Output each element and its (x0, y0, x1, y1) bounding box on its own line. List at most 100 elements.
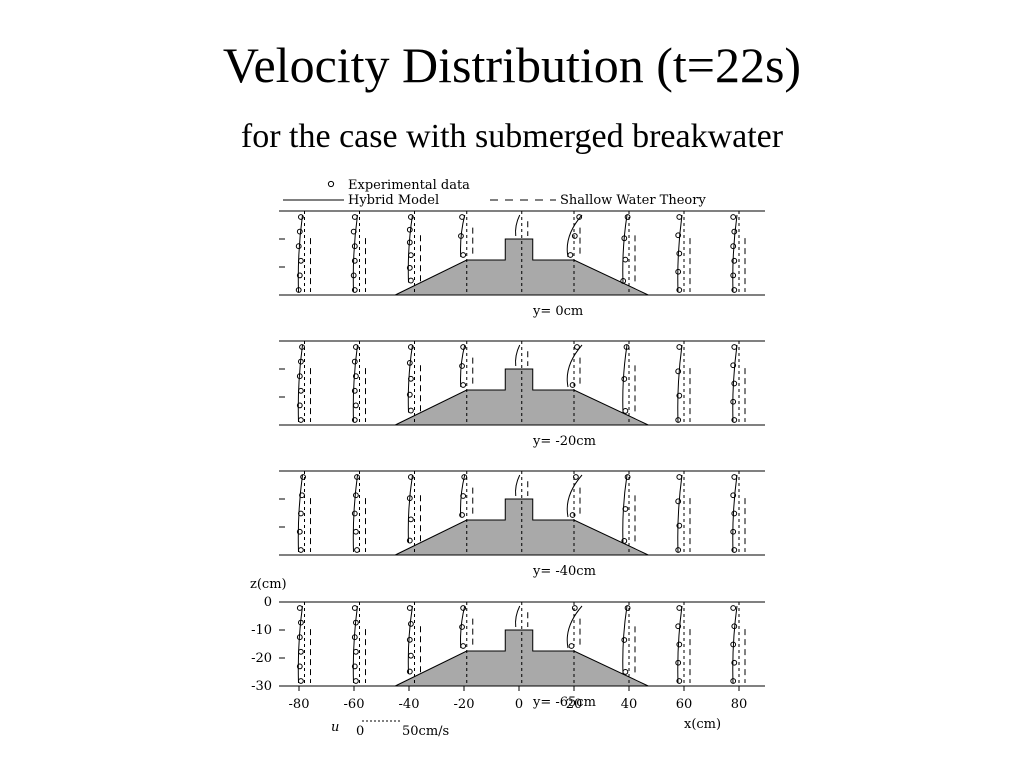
experimental-point (675, 498, 682, 505)
x-tick-label: 0 (515, 697, 523, 712)
experimental-point (353, 678, 359, 684)
experimental-point (621, 235, 628, 242)
experimental-point (730, 398, 737, 405)
experimental-point (576, 214, 583, 220)
experimental-point (620, 278, 627, 284)
experimental-point (406, 359, 413, 366)
experimental-point (353, 344, 359, 350)
hybrid-model-curve (677, 605, 683, 684)
experimental-point (351, 634, 358, 641)
hybrid-model-curve (460, 214, 466, 258)
panels-group: y= 0cm y= -20cm y= -40cm y= -65cm 0 -10 -20 -30… (251, 210, 765, 712)
experimental-point (731, 287, 738, 293)
experimental-point (623, 344, 630, 350)
experimental-point (730, 528, 737, 535)
hybrid-model-curve (622, 605, 628, 674)
experimental-point (461, 474, 468, 480)
experimental-point (406, 264, 413, 271)
hybrid-model-curve (677, 214, 683, 293)
legend-marker-experimental (327, 180, 335, 188)
hybrid-model-curve (297, 214, 303, 293)
experimental-point (351, 663, 358, 670)
experimental-point (458, 233, 464, 239)
experimental-point (296, 272, 303, 279)
x-tick-label: -60 (344, 697, 365, 712)
velocity-scale-zero: 0 (356, 724, 364, 739)
experimental-point (351, 387, 358, 394)
panel-3: y= -65cm (279, 601, 765, 710)
hybrid-model-curve (352, 344, 358, 423)
experimental-point (730, 678, 737, 684)
slide-title: Velocity Distribution (t=22s) (222, 37, 802, 93)
experimental-point (676, 214, 683, 220)
legend-label-shallow: Shallow Water Theory (560, 193, 706, 208)
experimental-point (622, 506, 629, 512)
experimental-point (408, 375, 414, 382)
panel-0: y= 0cm (279, 210, 765, 319)
hybrid-model-curve (732, 344, 738, 423)
x-tick-label: 40 (621, 697, 638, 712)
experimental-point (731, 547, 738, 553)
experimental-point (676, 678, 683, 684)
experimental-point (296, 634, 303, 641)
x-tick-label: -80 (289, 697, 310, 712)
experimental-point (408, 516, 414, 523)
experimental-point (351, 214, 358, 220)
hybrid-model-curve (407, 474, 413, 543)
experimental-point (730, 641, 737, 648)
experimental-point (731, 257, 738, 264)
experimental-point (460, 344, 467, 350)
experimental-point (730, 492, 737, 499)
experimental-point (460, 643, 467, 649)
experimental-point (351, 243, 358, 250)
experimental-point (406, 226, 413, 233)
hybrid-model-curve (297, 344, 303, 423)
experimental-point (351, 358, 358, 365)
experimental-point (624, 474, 631, 480)
z-tick-label: -10 (251, 623, 272, 638)
z-axis-label: z(cm) (250, 577, 287, 592)
experimental-point (731, 659, 738, 666)
experimental-point (406, 668, 413, 675)
x-tick-label: 60 (676, 697, 693, 712)
experimental-point (676, 392, 683, 399)
experimental-point (406, 605, 413, 611)
experimental-point (731, 380, 738, 387)
experimental-point (731, 474, 738, 480)
experimental-point (406, 391, 413, 398)
experimental-point (460, 493, 467, 499)
hybrid-model-curve (352, 474, 358, 553)
experimental-point (621, 637, 628, 643)
experimental-point (408, 474, 414, 480)
experimental-point (406, 537, 413, 544)
experimental-point (460, 605, 467, 611)
slide-subtitle: for the case with submerged breakwater (240, 118, 784, 155)
experimental-point (350, 228, 357, 235)
experimental-point (298, 387, 304, 394)
panel-1: y= -20cm (279, 340, 765, 449)
experimental-point (350, 272, 357, 279)
experimental-point (731, 228, 738, 235)
hybrid-model-curve (460, 605, 466, 649)
experimental-point (624, 214, 631, 220)
experimental-point (298, 214, 304, 220)
legend-label-hybrid: Hybrid Model (348, 193, 439, 208)
experimental-point (730, 362, 737, 369)
hybrid-model-curve (566, 605, 583, 649)
z-tick-label: -30 (251, 679, 272, 694)
experimental-point (353, 492, 359, 499)
x-tick-label: -40 (399, 697, 420, 712)
hybrid-model-curve (407, 605, 413, 674)
experimental-point (459, 512, 465, 518)
hybrid-model-curve (515, 214, 521, 237)
experimental-point (406, 239, 413, 246)
experimental-point (573, 474, 579, 480)
experimental-point (351, 510, 358, 517)
experimental-point (298, 257, 304, 264)
experimental-point (354, 474, 360, 480)
hybrid-model-curve (566, 214, 583, 258)
x-tick-label: 80 (731, 697, 748, 712)
experimental-point (353, 528, 359, 535)
experimental-point (569, 512, 576, 518)
